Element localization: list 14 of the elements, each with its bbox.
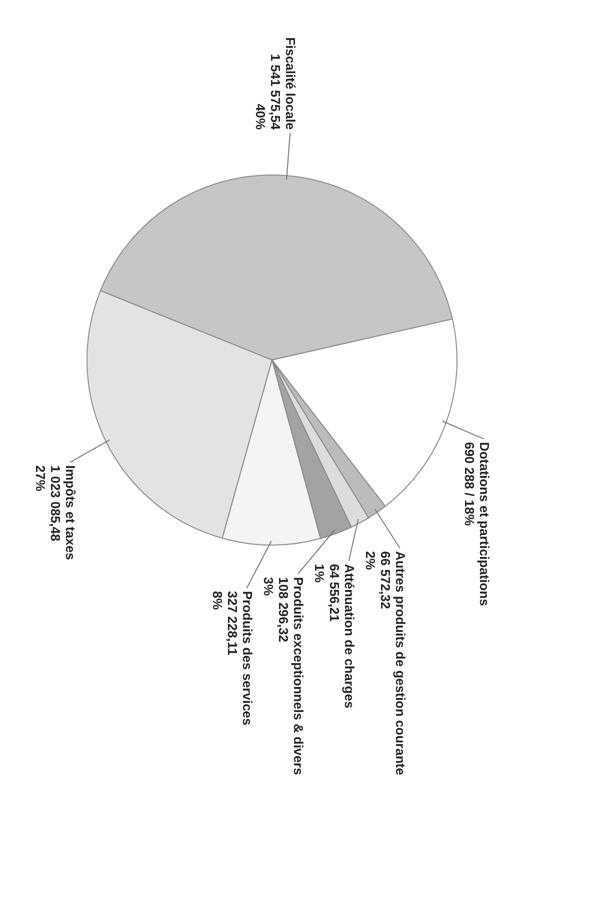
slice-label: Impôts et taxes [63,465,78,560]
slice-label: Fiscalité locale [283,37,298,130]
slice-label: Atténuation de charges [342,564,357,708]
data-label: 327 228,11 8% [210,591,240,656]
data-label: 64 556,21 1% [312,564,342,622]
slice-label: Produits des services [240,591,255,726]
data-label: 108 296,32 3% [260,577,291,642]
data-label: 66 572,32 2% [362,551,393,610]
slice-label: Produits exceptionnels & divers [290,577,306,775]
slice-label: Autres produits de gestion courante [392,551,408,776]
data-label: 1 541 575,54 40% [253,54,284,130]
slice-label: Dotations et participations [476,442,492,606]
data-label: 1 023 085,48 27% [33,465,64,542]
data-label: 690 288 / 18% [462,442,477,526]
